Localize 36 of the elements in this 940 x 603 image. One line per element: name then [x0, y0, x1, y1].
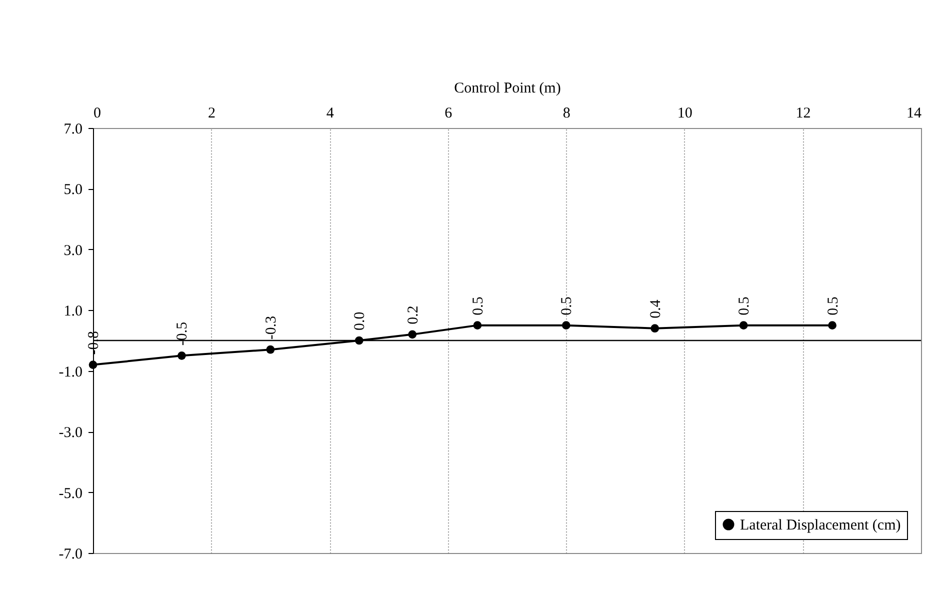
data-label: 0.5: [559, 296, 576, 316]
data-label: 0.4: [648, 299, 664, 318]
point: [266, 345, 275, 354]
y-tick-label: -3.0: [58, 425, 82, 442]
x-tick-label: 4: [326, 106, 334, 122]
point: [178, 352, 186, 360]
data-label: 0.0: [352, 312, 368, 330]
point: [739, 321, 748, 330]
point: [650, 324, 660, 333]
y-tick-label: 1.0: [64, 304, 82, 320]
data-label: 0.2: [405, 306, 422, 324]
legend-label: Lateral Displacement (cm): [740, 518, 901, 534]
y-tick-label: 5.0: [64, 182, 82, 198]
x-tick-label: 8: [562, 106, 570, 122]
x-axis-title: Control Point (m): [454, 80, 561, 96]
y-tick-label: -7.0: [58, 546, 82, 562]
x-tick-label: 0: [94, 106, 101, 122]
x-tick-label: 2: [208, 106, 216, 122]
data-label: 0.5: [470, 296, 486, 316]
x-tick-label: 6: [444, 106, 453, 122]
x-tick-label: 14: [906, 106, 922, 122]
y-tick-label: -5.0: [58, 486, 82, 502]
point: [88, 360, 98, 369]
y-tick-label: 7.0: [64, 122, 82, 138]
data-label: -0.3: [263, 316, 280, 340]
y-tick-label: 3.0: [64, 242, 82, 259]
point: [828, 321, 836, 330]
data-label: 0.5: [736, 296, 753, 316]
y-tick-label: -1.0: [58, 364, 82, 380]
point: [473, 321, 482, 330]
data-label: 0.5: [825, 296, 842, 316]
point: [562, 321, 570, 330]
x-tick-label: 12: [796, 106, 811, 122]
data-label: -0.5: [174, 322, 191, 346]
x-tick-label: 10: [677, 106, 692, 122]
point: [408, 330, 417, 339]
